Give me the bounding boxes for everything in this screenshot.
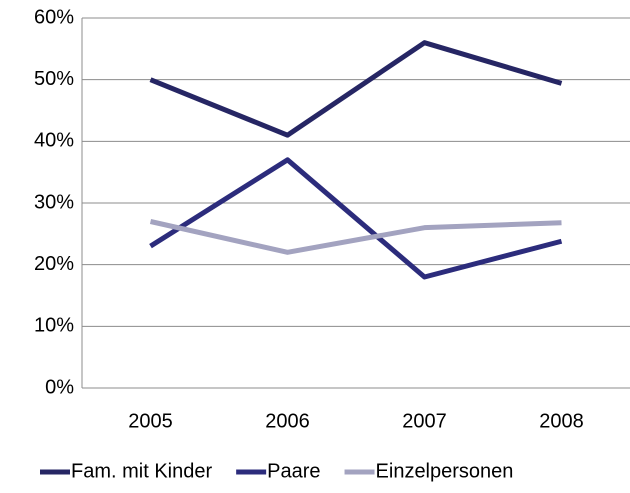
data-line — [149, 219, 562, 255]
legend-label: Einzelpersonen — [376, 460, 514, 482]
data-line — [149, 157, 563, 280]
y-tick-label: 10% — [34, 315, 74, 337]
x-tick-label: 2008 — [539, 410, 584, 432]
y-tick-label: 30% — [34, 191, 74, 213]
y-tick-label: 40% — [34, 130, 74, 152]
x-tick-label: 2005 — [128, 410, 173, 432]
y-tick-label: 60% — [34, 6, 74, 28]
y-tick-label: 0% — [45, 376, 74, 398]
y-tick-label: 20% — [34, 253, 74, 275]
x-tick-label: 2006 — [265, 410, 310, 432]
legend-label: Fam. mit Kinder — [71, 460, 212, 482]
data-line — [149, 40, 563, 138]
legend-label: Paare — [267, 460, 320, 482]
x-tick-label: 2007 — [402, 410, 447, 432]
y-tick-label: 50% — [34, 68, 74, 90]
